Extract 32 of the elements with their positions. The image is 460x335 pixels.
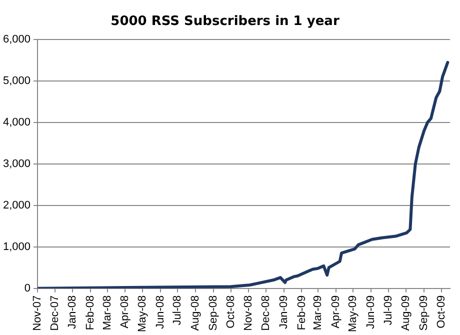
x-tick-label: Jan-09 — [278, 295, 290, 329]
y-tick-label: 2,000 — [2, 199, 31, 212]
x-tick-label: Oct-08 — [224, 295, 237, 328]
y-tick-label: 6,000 — [2, 34, 31, 46]
y-tick-label: 3,000 — [2, 158, 31, 170]
x-tick-label: Apr-09 — [330, 295, 342, 328]
x-tick-label: Feb-08 — [84, 295, 97, 330]
x-tick-label: Nov-07 — [32, 295, 44, 331]
x-tick-label: Jul-09 — [382, 295, 394, 326]
x-tick-label: Jun-09 — [365, 295, 377, 329]
y-tick-label: 5,000 — [2, 75, 31, 88]
chart-title: 5000 RSS Subscribers in 1 year — [110, 14, 340, 30]
x-tick-label: Mar-08 — [101, 295, 114, 330]
x-tick-label: Sep-08 — [208, 295, 220, 331]
x-tick-label: Oct-09 — [435, 295, 448, 328]
y-tick-label: 0 — [24, 282, 31, 294]
x-tick-label: Nov-08 — [242, 295, 255, 331]
x-tick-label: Dec-07 — [48, 295, 61, 331]
x-tick-label: May-09 — [347, 295, 360, 332]
x-tick-label: Feb-09 — [296, 295, 308, 330]
x-tick-label: Apr-08 — [119, 295, 132, 328]
x-tick-label: Dec-08 — [260, 295, 272, 331]
x-tick-label: Jun-08 — [154, 295, 166, 329]
x-tick-label: Jul-08 — [172, 295, 184, 326]
x-tick-label: Mar-09 — [312, 295, 324, 330]
x-tick-label: Aug-08 — [190, 295, 202, 331]
y-tick-label: 1,000 — [2, 240, 31, 253]
y-tick-label: 4,000 — [2, 116, 31, 129]
x-tick-label: Sep-09 — [418, 295, 430, 331]
x-tick-label: Aug-09 — [400, 295, 412, 331]
x-tick-label: May-08 — [136, 295, 149, 332]
x-tick-label: Jan-08 — [66, 295, 79, 329]
